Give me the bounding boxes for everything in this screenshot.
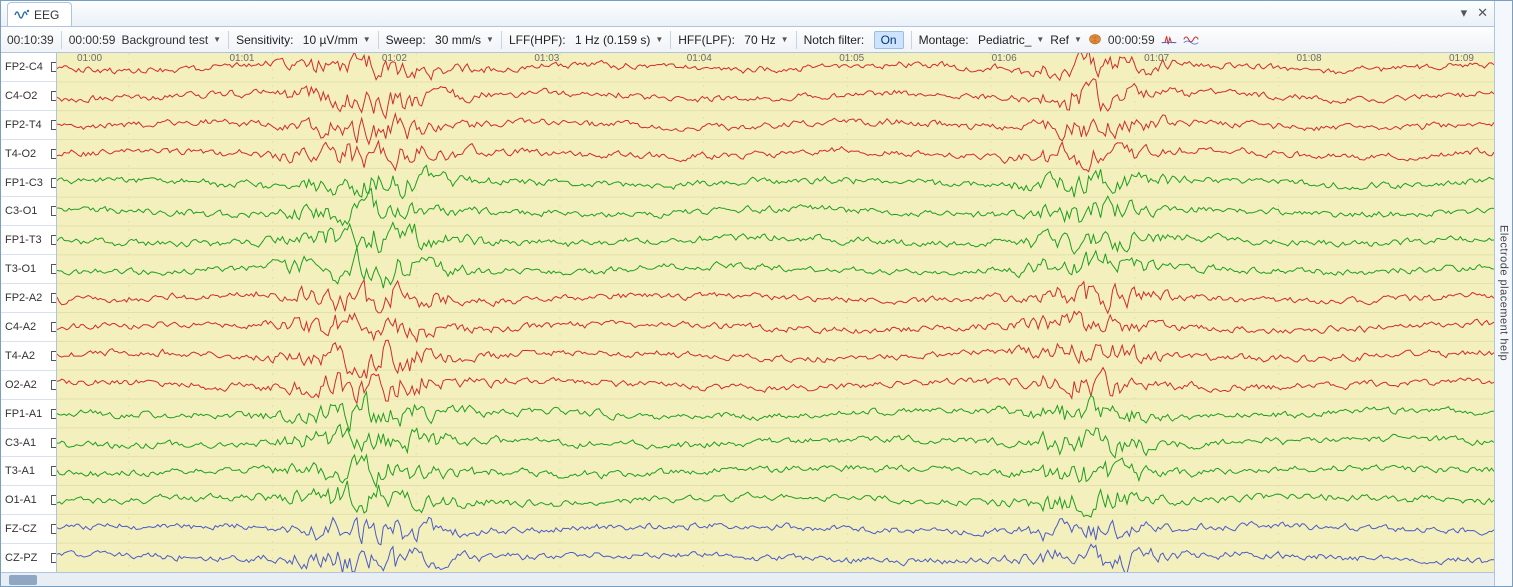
channel-label[interactable]: FP2-A2 (1, 284, 56, 313)
montage-select[interactable]: Montage: Pediatric_ ▼ (917, 33, 1047, 47)
chevron-down-icon: ▼ (484, 35, 494, 44)
minimize-icon[interactable]: ▾ (1461, 5, 1468, 21)
lff-select[interactable]: LFF(HPF): 1 Hz (0.159 s) ▼ (507, 33, 665, 47)
channel-label[interactable]: C3-A1 (1, 429, 56, 458)
eeg-trace (57, 280, 1494, 313)
sensitivity-select[interactable]: Sensitivity: 10 µV/mm ▼ (234, 33, 373, 47)
chevron-down-icon: ▼ (779, 35, 789, 44)
eeg-trace (57, 53, 1494, 80)
chevron-down-icon: ▼ (361, 35, 371, 44)
time-total: 00:10:39 (5, 33, 56, 47)
chevron-down-icon: ▼ (211, 35, 221, 44)
tab-bar: EEG ▾ ✕ (1, 1, 1494, 27)
brain-icon[interactable] (1086, 32, 1104, 48)
channel-label[interactable]: FP1-A1 (1, 400, 56, 429)
eeg-tab-icon (14, 7, 30, 23)
channel-label[interactable]: FP2-T4 (1, 111, 56, 140)
channel-label-column: FP2-C4C4-O2FP2-T4T4-O2FP1-C3C3-O1FP1-T3T… (1, 53, 57, 572)
ref-select[interactable]: Ref ▼ (1048, 33, 1084, 47)
wave1-icon[interactable] (1159, 32, 1179, 48)
channel-label[interactable]: T3-O1 (1, 255, 56, 284)
eeg-plot[interactable]: 01:0001:0101:0201:0301:0401:0501:0601:07… (57, 53, 1494, 572)
channel-label[interactable]: FZ-CZ (1, 515, 56, 544)
chevron-down-icon: ▼ (653, 35, 663, 44)
scrollbar-thumb[interactable] (9, 575, 37, 585)
channel-label[interactable]: O1-A1 (1, 486, 56, 515)
channel-label[interactable]: C4-A2 (1, 313, 56, 342)
channel-label[interactable]: T4-A2 (1, 342, 56, 371)
eeg-trace (57, 517, 1494, 545)
sweep-select[interactable]: Sweep: 30 mm/s ▼ (384, 33, 496, 47)
tab-eeg[interactable]: EEG (7, 2, 72, 26)
channel-label[interactable]: T4-O2 (1, 140, 56, 169)
eeg-trace (57, 79, 1494, 119)
toolbar: 00:10:39 00:00:59 Background test▼ Sensi… (1, 27, 1494, 53)
close-icon[interactable]: ✕ (1477, 5, 1488, 21)
channel-label[interactable]: C4-O2 (1, 82, 56, 111)
hff-select[interactable]: HFF(LPF): 70 Hz ▼ (676, 33, 790, 47)
test-select[interactable]: Background test▼ (119, 33, 223, 47)
eeg-trace (57, 340, 1494, 378)
horizontal-scrollbar[interactable] (1, 572, 1494, 586)
channel-label[interactable]: T3-A1 (1, 457, 56, 486)
wave2-icon[interactable] (1181, 32, 1201, 48)
time-elapsed: 00:00:59 (67, 33, 118, 47)
channel-label[interactable]: CZ-PZ (1, 544, 56, 572)
eeg-chart: FP2-C4C4-O2FP2-T4T4-O2FP1-C3C3-O1FP1-T3T… (1, 53, 1494, 572)
eeg-trace (57, 141, 1494, 172)
chevron-down-icon: ▼ (1034, 35, 1044, 44)
chevron-down-icon: ▼ (1072, 35, 1082, 44)
tab-title: EEG (34, 8, 59, 22)
channel-label[interactable]: C3-O1 (1, 197, 56, 226)
brain-time: 00:00:59 (1106, 33, 1157, 47)
side-panel-label: Electrode placement help (1498, 225, 1510, 361)
channel-label[interactable]: FP1-T3 (1, 226, 56, 255)
channel-label[interactable]: FP1-C3 (1, 169, 56, 198)
side-panel-electrode-help[interactable]: Electrode placement help (1494, 1, 1512, 586)
channel-label[interactable]: FP2-C4 (1, 53, 56, 82)
notch-toggle[interactable]: Notch filter: On (802, 31, 906, 49)
channel-label[interactable]: O2-A2 (1, 371, 56, 400)
